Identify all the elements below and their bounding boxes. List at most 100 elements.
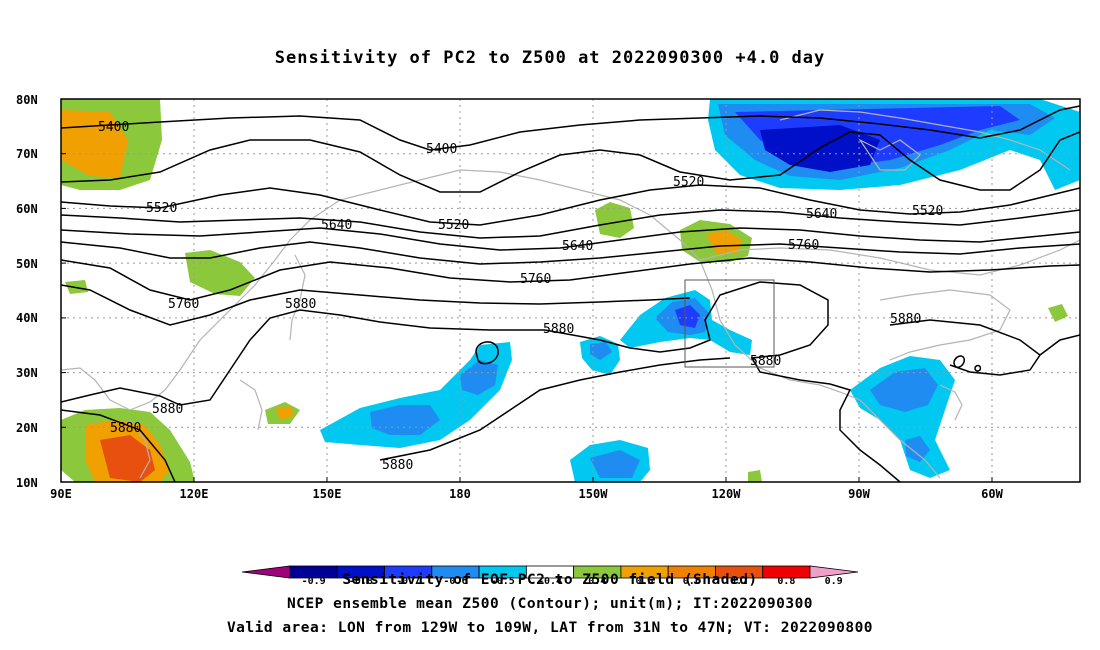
lat-tick-label: 50N [16,257,38,271]
coastline [61,169,941,479]
coastline [879,289,1011,361]
contour-line [475,341,499,365]
colorbar-tick-label: 0.6 [683,576,701,587]
z500-contours [61,105,1080,482]
tick-marks [60,98,993,483]
contour-line [61,131,1080,193]
colorbar-tick-label: -0.4 [538,576,562,587]
contour-label: 5760 [788,238,819,253]
shade-region [460,360,498,395]
colorbar-tick-label: -0.5 [491,576,515,587]
contour-label: 5520 [146,201,177,216]
coastline [699,239,1080,276]
sensitivity-shading [61,99,1080,482]
contour-label: 5400 [426,142,457,157]
caption-shaded: Sensitivity of EOF PC2 to Z500 field (Sh… [342,572,758,588]
contour-label: 5520 [912,204,943,219]
contour-line [61,284,691,326]
contour-label: 5520 [438,218,469,233]
shade-region [675,305,700,328]
contour-line [379,357,731,461]
shade-region [100,435,155,482]
shade-region [185,250,255,296]
contour-label: 5520 [673,175,704,190]
colorbar-tick-label: -0.6 [443,576,467,587]
contour-line [1039,334,1080,356]
lat-tick-label: 80N [16,93,38,107]
colorbar-tick-label: -0.9 [302,576,326,587]
lat-tick-label: 70N [16,147,38,161]
contour-line [61,227,1080,251]
valid-area-box [684,279,775,368]
lon-axis-labels: 90E 120E 150E 180 150W 120W 90W 60W [50,487,1003,501]
lon-tick-label: 180 [449,487,471,501]
contour-label: 5880 [543,322,574,337]
contour-label: 5880 [152,402,183,417]
lon-tick-label: 60W [981,487,1003,501]
coastline [289,254,306,341]
contour-line [61,241,1080,265]
lat-tick-label: 10N [16,476,38,490]
coastline [858,138,921,171]
lon-tick-label: 150E [313,487,342,501]
contour-label: 5640 [321,218,352,233]
lat-tick-label: 20N [16,421,38,435]
lon-tick-label: 90W [848,487,870,501]
coastline [939,384,963,421]
coastline [129,419,151,479]
contour-line [953,355,965,368]
coastline [779,109,1071,171]
lat-tick-label: 40N [16,311,38,325]
contour-label: 5760 [168,297,199,312]
lat-axis-labels: 80N 70N 60N 50N 40N 30N 20N 10N [16,93,38,490]
contour-label: 5880 [750,354,781,369]
contour-line [61,409,176,482]
colorbar-tick-label: 0.8 [777,576,795,587]
lon-tick-label: 150W [579,487,609,501]
contour-label: 5880 [285,297,316,312]
colorbar-tick-label: -0.8 [349,576,373,587]
plot-border [60,98,1081,483]
shade-region [905,436,930,462]
contour-line [61,105,1080,151]
lat-tick-label: 60N [16,202,38,216]
contour-line [61,281,901,482]
shade-region [590,342,612,360]
contour-label: 5640 [806,207,837,222]
shade-region [706,230,742,254]
caption-valid-area: Valid area: LON from 129W to 109W, LAT f… [226,620,874,636]
contour-label: 5760 [520,272,551,287]
map-title: Sensitivity of PC2 to Z500 at 2022090300… [274,48,826,68]
coastlines [61,109,1080,479]
colorbar-tick-label: 0.7 [730,576,748,587]
shade-region [276,406,294,420]
grid-lines [61,99,1080,482]
colorbar-tick-label: -0.7 [396,576,420,587]
colorbar-tick-label: 0.4 [588,576,606,587]
lat-tick-label: 30N [16,366,38,380]
colorbar-max-arrow [809,565,859,579]
lon-tick-label: 120E [180,487,209,501]
contour-label: 5880 [110,421,141,436]
shade-region [595,202,634,238]
contour-line [61,184,1080,226]
lon-tick-label: 90E [50,487,72,501]
shade-region [870,368,938,412]
caption-contour: NCEP ensemble mean Z500 (Contour); unit(… [286,596,814,612]
shade-region [320,342,512,448]
contour-label: 5640 [562,239,593,254]
contour-label: 5880 [382,458,413,473]
colorbar-tick-label: 0.5 [636,576,654,587]
colorbar-tick-label: 0.9 [825,576,843,587]
contour-label: 5880 [890,312,921,327]
shade-region [748,470,762,482]
contour-label: 5400 [98,120,129,135]
shade-region [590,450,640,478]
contour-line [61,209,1080,239]
coastline [239,379,263,431]
contour-labels: 5400 5400 5520 5520 5520 5520 5640 5640 … [98,120,943,473]
lon-tick-label: 120W [712,487,742,501]
contour-line [61,257,1080,301]
colorbar: -0.9 -0.8 -0.7 -0.6 -0.5 -0.4 0.4 0.5 0.6 0.7 0.8 0… [241,565,859,587]
